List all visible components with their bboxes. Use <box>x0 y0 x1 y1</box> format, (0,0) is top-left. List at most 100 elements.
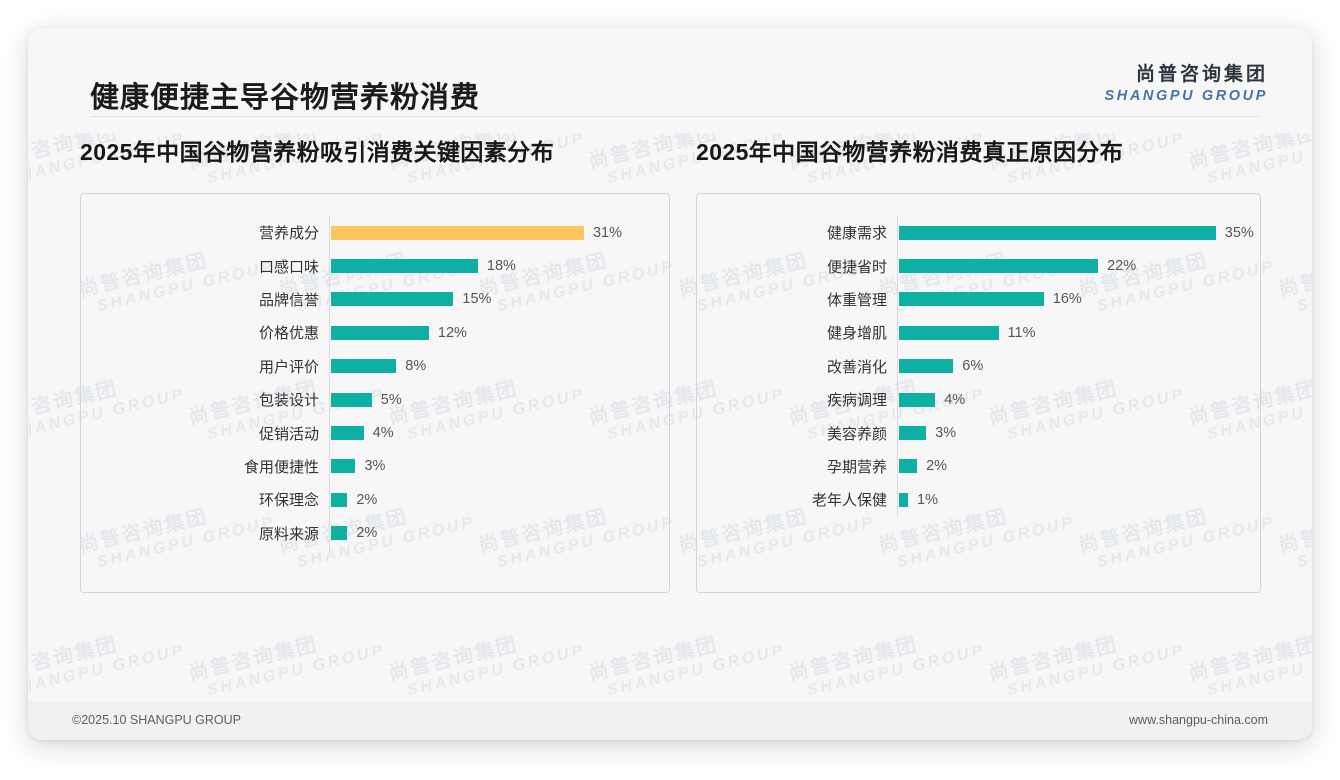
bar-category-label: 原料来源 <box>258 525 319 543</box>
chart-title-right: 2025年中国谷物营养粉消费真正原因分布 <box>696 139 1124 165</box>
bar[interactable] <box>331 459 356 474</box>
bar-track: 3% <box>898 425 1246 441</box>
bar-value-label: 3% <box>364 458 386 475</box>
footer-website[interactable]: www.shangpu-china.com <box>1129 713 1268 727</box>
bar[interactable] <box>331 426 364 441</box>
bar-row[interactable]: 体重管理 16% <box>697 282 1246 317</box>
bar-track: 12% <box>330 325 655 341</box>
chart-box-right: 健康需求 35% 便捷省时 22% 体重管理 16% 健身增肌 11% 改善消化 6% 疾病调理 4%… <box>696 193 1261 593</box>
bar-row[interactable]: 便捷省时 22% <box>697 249 1246 283</box>
bar-value-label: 4% <box>944 391 966 408</box>
bar-track: 11% <box>898 325 1246 341</box>
bar-value-label: 2% <box>926 458 948 475</box>
bar-category-label: 口感口味 <box>258 258 319 276</box>
bar[interactable] <box>331 259 478 274</box>
bar[interactable] <box>331 526 348 541</box>
bar-value-label: 5% <box>380 391 402 408</box>
bar-value-label: 4% <box>372 425 394 442</box>
bar-track: 18% <box>330 258 655 274</box>
chart-box-left: 营养成分 31% 口感口味 18% 品牌信誉 15% 价格优惠 12% 用户评价 8% 包装设计 5%… <box>80 193 670 593</box>
bar-row[interactable]: 食用便捷性 3% <box>81 449 655 484</box>
value-axis-line <box>897 249 898 283</box>
bar-category-label: 美容养颜 <box>826 425 887 443</box>
value-axis-line <box>897 449 898 484</box>
bar-row[interactable]: 健身增肌 11% <box>697 316 1246 350</box>
bar-category-label: 营养成分 <box>258 225 319 243</box>
bar-value-label: 11% <box>1007 324 1036 341</box>
bar-value-label: 22% <box>1107 258 1137 275</box>
bar-category-label: 用户评价 <box>258 358 319 376</box>
bar[interactable] <box>899 426 927 441</box>
bar-category-label: 食用便捷性 <box>243 458 319 476</box>
bar-highlighted[interactable] <box>331 225 584 240</box>
bar-row[interactable]: 改善消化 6% <box>697 349 1246 383</box>
bar[interactable] <box>899 259 1099 274</box>
bar-category-label: 便捷省时 <box>826 258 887 276</box>
bar-category-label: 品牌信誉 <box>258 291 319 309</box>
bar[interactable] <box>899 225 1216 240</box>
bar-value-label: 3% <box>935 425 957 442</box>
bar-row[interactable]: 价格优惠 12% <box>81 316 655 350</box>
bar-row[interactable]: 美容养颜 3% <box>697 416 1246 450</box>
bar-row[interactable]: 疾病调理 4% <box>697 382 1246 417</box>
value-axis-line <box>329 483 330 517</box>
bar-value-label: 35% <box>1224 224 1254 241</box>
page-title: 健康便捷主导谷物营养粉消费 <box>90 82 481 114</box>
brand-logo-en: SHANGPU GROUP <box>1104 87 1268 104</box>
bar-row[interactable]: 孕期营养 2% <box>697 449 1246 484</box>
bar[interactable] <box>899 459 918 474</box>
bar-value-label: 12% <box>437 324 467 341</box>
bar-value-label: 6% <box>962 358 984 375</box>
bar-row[interactable]: 口感口味 18% <box>81 249 655 283</box>
bar-row[interactable]: 老年人保健 1% <box>697 483 1246 517</box>
bar-category-label: 健康需求 <box>826 225 887 243</box>
bar[interactable] <box>899 359 954 374</box>
bar-row[interactable]: 包装设计 5% <box>81 382 655 417</box>
bar[interactable] <box>331 325 429 340</box>
bar-track: 15% <box>330 291 655 307</box>
bar[interactable] <box>899 292 1044 307</box>
value-axis-line <box>897 349 898 383</box>
bar[interactable] <box>899 392 936 407</box>
bar[interactable] <box>331 292 454 307</box>
header-divider <box>90 116 1260 117</box>
value-axis-line <box>897 316 898 350</box>
bar-row[interactable]: 促销活动 4% <box>81 416 655 450</box>
bar-row[interactable]: 原料来源 2% <box>81 516 655 550</box>
bar-track: 2% <box>898 458 1246 474</box>
value-axis-line <box>329 249 330 283</box>
bar-value-label: 1% <box>917 491 939 508</box>
bar[interactable] <box>331 392 372 407</box>
bar-category-label: 孕期营养 <box>826 458 887 476</box>
bar[interactable] <box>899 325 999 340</box>
bar-track: 31% <box>330 225 655 241</box>
bar-track: 8% <box>330 358 655 374</box>
bar-category-label: 健身增肌 <box>826 325 887 343</box>
bar-row[interactable]: 环保理念 2% <box>81 483 655 517</box>
bar-value-label: 31% <box>592 224 622 241</box>
bar-row[interactable]: 健康需求 35% <box>697 216 1254 250</box>
bar[interactable] <box>331 492 348 507</box>
bar-value-label: 18% <box>486 258 516 275</box>
slide-card: 健康便捷主导谷物营养粉消费 尚普咨询集团 SHANGPU GROUP 尚普咨询集… <box>28 28 1312 740</box>
bar-value-label: 2% <box>356 491 378 508</box>
bar-row[interactable]: 营养成分 31% <box>81 216 655 250</box>
bar-category-label: 价格优惠 <box>258 325 319 343</box>
bar[interactable] <box>331 359 397 374</box>
bar-track: 5% <box>330 392 655 408</box>
bar[interactable] <box>899 492 909 507</box>
bar-category-label: 促销活动 <box>258 425 319 443</box>
chart-panel-left: 2025年中国谷物营养粉吸引消费关键因素分布 营养成分 31% 口感口味 18% 品牌信… <box>80 133 670 593</box>
bar-row[interactable]: 品牌信誉 15% <box>81 282 655 317</box>
bar-row[interactable]: 用户评价 8% <box>81 349 655 383</box>
bar-track: 6% <box>898 358 1246 374</box>
bar-track: 1% <box>898 492 1246 508</box>
bar-value-label: 8% <box>405 358 427 375</box>
brand-logo: 尚普咨询集团 SHANGPU GROUP <box>1104 63 1268 105</box>
